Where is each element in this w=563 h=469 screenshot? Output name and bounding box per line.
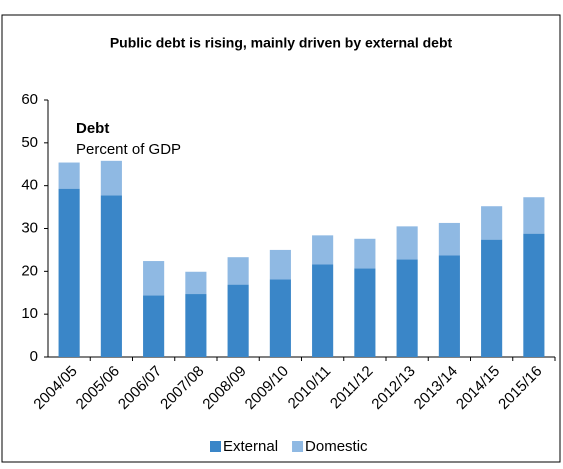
bar-segment	[269, 249, 291, 280]
annotation-subtitle: Percent of GDP	[76, 141, 181, 158]
legend-label: Domestic	[305, 438, 368, 455]
bar-segment	[438, 222, 460, 256]
bar-segment	[100, 160, 122, 196]
x-tick-label: 2006/07	[115, 363, 165, 413]
legend-swatch	[292, 441, 304, 452]
y-tick-label: 20	[21, 262, 38, 279]
bar-segment	[185, 271, 207, 295]
bar-segment	[438, 255, 460, 357]
x-tick-label: 2015/16	[495, 363, 545, 413]
x-tick-label: 2004/05	[30, 363, 80, 413]
bar-segment	[396, 226, 418, 260]
x-tick-label: 2010/11	[285, 363, 335, 413]
bar-segment	[523, 233, 545, 357]
y-tick-label: 60	[21, 91, 38, 108]
bar-segment	[100, 195, 122, 357]
y-tick-label: 10	[21, 305, 38, 322]
annotation-title: Debt	[76, 120, 109, 137]
bar-segment	[227, 257, 249, 285]
y-tick-label: 0	[30, 348, 38, 365]
y-tick-label: 30	[21, 219, 38, 236]
x-tick-label: 2011/12	[327, 363, 377, 413]
bar-segment	[481, 239, 503, 357]
x-tick-label: 2012/13	[368, 363, 418, 413]
y-tick-label: 40	[21, 177, 38, 194]
bar-segment	[58, 188, 80, 357]
legend-label: External	[223, 438, 278, 455]
legend-swatch	[210, 441, 221, 452]
x-tick-label: 2008/09	[199, 363, 249, 413]
x-tick-label: 2014/15	[453, 363, 503, 413]
bar-segment	[312, 235, 334, 265]
chart-title: Public debt is rising, mainly driven by …	[110, 35, 453, 51]
bar-segment	[58, 162, 80, 189]
y-tick-label: 50	[21, 134, 38, 151]
bar-segment	[227, 284, 249, 357]
bar-segment	[396, 259, 418, 357]
bar-segment	[269, 279, 291, 357]
bar-segment	[481, 206, 503, 240]
bar-segment	[312, 264, 334, 357]
x-tick-label: 2009/10	[242, 363, 292, 413]
bar-segment	[185, 294, 207, 357]
bar-segment	[354, 238, 376, 269]
bar-segment	[523, 197, 545, 234]
bar-segment	[143, 261, 165, 296]
x-tick-label: 2005/06	[73, 363, 123, 413]
bar-segment	[354, 268, 376, 357]
x-tick-label: 2007/08	[157, 363, 207, 413]
frame	[1, 14, 561, 463]
bar-segment	[143, 295, 165, 357]
x-tick-label: 2013/14	[411, 363, 461, 413]
